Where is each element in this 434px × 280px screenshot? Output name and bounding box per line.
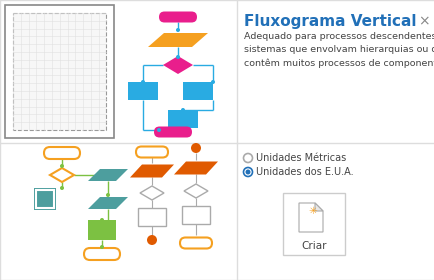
Text: ✳: ✳ [308, 206, 317, 216]
Bar [36, 190, 54, 208]
Circle shape [181, 108, 184, 112]
Bar [183, 82, 213, 100]
Polygon shape [88, 197, 128, 209]
Circle shape [243, 167, 252, 176]
Polygon shape [314, 203, 322, 211]
Polygon shape [184, 184, 207, 198]
FancyBboxPatch shape [84, 248, 120, 260]
FancyBboxPatch shape [159, 11, 197, 22]
Bar [5, 5, 114, 138]
Polygon shape [140, 186, 164, 200]
Bar [34, 188, 56, 210]
Text: Fluxograma Vertical: Fluxograma Vertical [243, 14, 415, 29]
Circle shape [100, 218, 104, 222]
Polygon shape [50, 168, 74, 182]
Bar [168, 110, 197, 128]
Circle shape [100, 245, 104, 249]
Circle shape [245, 169, 250, 174]
Circle shape [60, 164, 64, 168]
Circle shape [176, 28, 180, 32]
Circle shape [141, 80, 145, 84]
Bar [88, 220, 116, 240]
Circle shape [243, 153, 252, 162]
Polygon shape [130, 165, 174, 178]
Bar [38, 192, 52, 206]
FancyBboxPatch shape [44, 147, 80, 159]
Text: Unidades Métricas: Unidades Métricas [256, 153, 345, 163]
Bar [138, 208, 166, 226]
Text: Unidades dos E.U.A.: Unidades dos E.U.A. [256, 167, 353, 177]
Circle shape [210, 80, 214, 84]
FancyBboxPatch shape [136, 146, 168, 157]
Circle shape [60, 186, 64, 190]
Circle shape [157, 128, 161, 132]
Polygon shape [174, 162, 217, 174]
Circle shape [176, 55, 180, 59]
Text: Criar: Criar [301, 241, 326, 251]
Bar [181, 206, 210, 224]
Circle shape [191, 143, 201, 153]
FancyBboxPatch shape [180, 237, 211, 249]
FancyBboxPatch shape [154, 127, 191, 137]
Polygon shape [163, 56, 193, 74]
Polygon shape [298, 203, 322, 232]
Text: ×: × [418, 14, 429, 28]
Circle shape [106, 193, 110, 197]
Bar [128, 82, 158, 100]
Bar [13, 13, 106, 130]
Polygon shape [148, 33, 207, 47]
Circle shape [147, 235, 157, 245]
Polygon shape [88, 169, 128, 181]
Bar [283, 193, 344, 255]
Text: Adequado para processos descendentes ou
sistemas que envolvam hierarquias ou que: Adequado para processos descendentes ou … [243, 32, 434, 68]
